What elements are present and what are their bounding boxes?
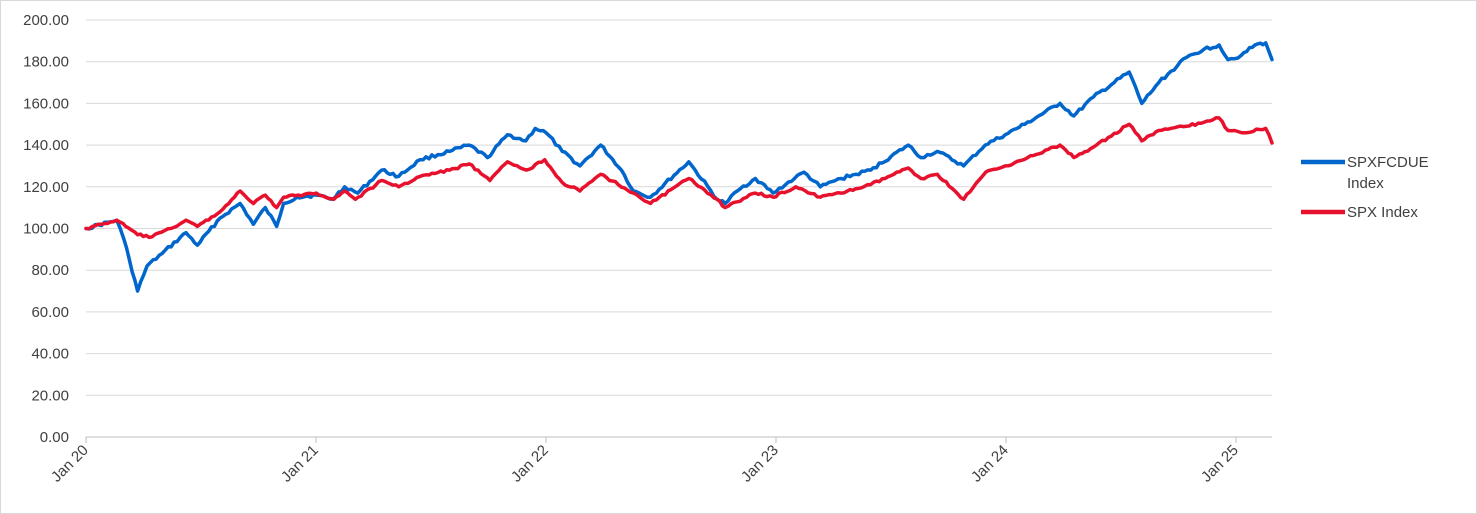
legend-label-spxfcdue: SPXFCDUE Index bbox=[1347, 154, 1429, 192]
y-tick-label: 160.00 bbox=[23, 95, 69, 112]
x-tick-label: Jan 22 bbox=[508, 442, 552, 486]
y-tick-label: 140.00 bbox=[23, 137, 69, 154]
x-tick-label: Jan 25 bbox=[1198, 442, 1242, 486]
y-tick-label: 20.00 bbox=[31, 387, 69, 404]
y-tick-label: 200.00 bbox=[23, 12, 69, 29]
x-tick-label: Jan 24 bbox=[968, 442, 1012, 486]
y-tick-label: 100.00 bbox=[23, 221, 69, 238]
y-tick-label: 0.00 bbox=[40, 429, 69, 446]
gridlines bbox=[86, 19, 1272, 396]
x-tick-label: Jan 20 bbox=[48, 442, 92, 486]
y-tick-label: 80.00 bbox=[31, 262, 69, 279]
series-line-spx bbox=[84, 115, 1274, 240]
series-lines bbox=[84, 41, 1274, 293]
y-axis: 0.00 20.00 40.00 60.00 80.00 100.00 120.00 140.… bbox=[23, 12, 69, 446]
legend-label-spx: SPX Index bbox=[1347, 204, 1418, 221]
x-tick-label: Jan 23 bbox=[738, 442, 782, 486]
y-tick-label: 60.00 bbox=[31, 304, 69, 321]
x-tick-label: Jan 21 bbox=[278, 442, 322, 486]
x-axis: Jan 20 Jan 21 Jan 22 Jan 23 Jan 24 Jan 25 bbox=[48, 436, 1272, 486]
series-line-spxfcdue bbox=[84, 41, 1274, 293]
y-tick-label: 180.00 bbox=[23, 54, 69, 71]
legend: SPXFCDUE Index SPX Index bbox=[1301, 154, 1429, 221]
y-tick-label: 40.00 bbox=[31, 346, 69, 363]
y-tick-label: 120.00 bbox=[23, 179, 69, 196]
